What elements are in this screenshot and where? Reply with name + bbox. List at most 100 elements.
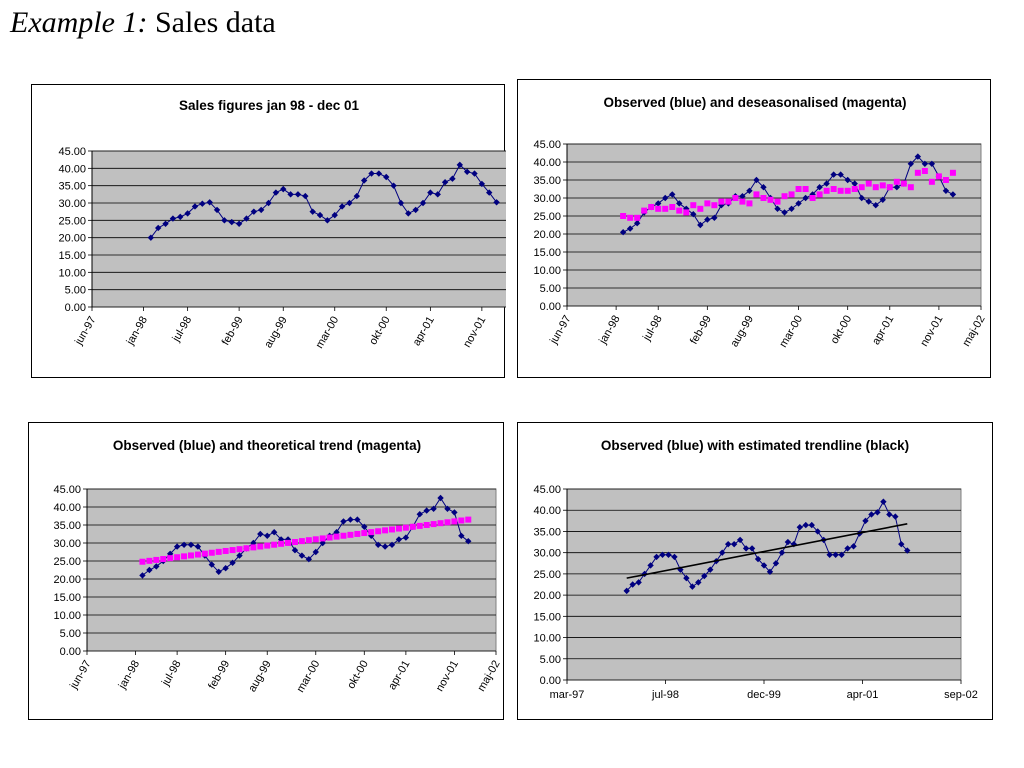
y-tick-label: 30.00 [53,538,81,550]
chart-panel-sales-figures: Sales figures jan 98 - dec 01 0.00 5.00 10.… [31,84,506,378]
data-point-deseasonalised [879,182,886,189]
data-point-observed [265,199,272,207]
x-tick-label: jun-97 [547,314,573,347]
data-point-observed [312,548,319,556]
data-point-trend [395,525,402,532]
data-point-trend [215,548,222,555]
y-tick-label: 10.00 [533,633,561,645]
data-point-observed [942,187,950,194]
data-point-observed [434,191,441,198]
data-point-trend [243,545,250,552]
y-tick-label: 20.00 [53,574,81,586]
x-tick-label: jun-97 [72,315,98,348]
data-point-observed [862,517,869,525]
x-tick-label: jan-98 [116,659,142,692]
chart-svg-observed-theoretical-trend: Observed (blue) and theoretical trend (m… [53,438,502,695]
data-point-trend [402,524,409,531]
data-point-observed [309,208,316,215]
data-point-observed [319,539,326,547]
data-point-observed [754,555,762,563]
data-point-trend [160,556,167,563]
data-point-trend [361,530,368,537]
data-point-deseasonalised [823,187,830,194]
data-point-trend [139,558,146,565]
data-point-observed [228,218,235,226]
data-point-observed [235,220,243,227]
data-point-observed [784,538,792,546]
chart-title: Observed (blue) with estimated trendline… [601,438,909,453]
data-point-deseasonalised [809,195,816,201]
data-point-trend [201,550,208,557]
y-tick-label: 45.00 [58,146,86,158]
y-tick-label: 45.00 [533,139,561,151]
x-tick-label: okt-00 [829,314,855,346]
data-point-observed [257,206,265,214]
data-point-observed [795,200,802,207]
data-point-deseasonalised [802,186,809,192]
data-point-deseasonalised [676,207,683,214]
data-point-observed [736,536,744,544]
data-point-observed [486,189,493,196]
y-tick-label: 25.00 [533,569,561,581]
x-tick-label: okt-00 [345,659,371,691]
data-point-observed [294,191,302,198]
data-point-deseasonalised [865,180,872,187]
x-tick-label: aug-99 [262,315,290,351]
x-tick-label: feb-99 [688,314,714,347]
data-point-trend [375,528,382,535]
data-point-trend [174,554,181,561]
y-tick-label: 30.00 [58,198,86,210]
data-point-deseasonalised [725,198,732,205]
data-point-trend [257,543,264,550]
data-point-observed [155,224,162,232]
data-point-observed [844,176,851,184]
slide-title-text: Sales data [147,6,276,39]
data-point-deseasonalised [767,196,774,203]
y-tick-label: 25.00 [58,215,86,227]
data-point-deseasonalised [620,213,627,219]
x-tick-label: aug-99 [729,314,757,350]
data-point-deseasonalised [844,187,851,194]
chart-panel-observed-trendline: Observed (blue) with estimated trendline… [517,422,993,720]
data-point-deseasonalised [732,195,739,201]
chart-svg-observed-trendline: Observed (blue) with estimated trendline… [533,438,977,701]
data-point-trend [444,519,451,526]
data-point-observed [781,209,788,216]
x-tick-label: jan-98 [124,315,150,348]
data-point-trend [153,556,160,563]
data-point-trend [305,537,312,544]
y-tick-label: 15.00 [533,611,561,623]
x-tick-label: feb-99 [220,315,246,348]
data-point-observed [753,176,760,184]
plot-area [91,150,506,308]
data-point-observed [868,511,875,518]
data-point-trend [264,542,271,549]
data-point-deseasonalised [816,191,823,198]
y-tick-label: 40.00 [58,163,86,175]
data-point-observed [788,205,795,212]
data-point-observed [456,161,463,169]
data-point-observed [463,168,471,175]
y-tick-label: 15.00 [58,250,86,262]
data-point-observed [629,581,636,588]
data-point-deseasonalised [900,180,907,187]
data-point-trend [368,529,375,536]
slide-title: Example 1: Sales data [10,6,276,40]
data-point-trend [458,517,465,524]
data-point-observed [199,200,206,207]
data-point-deseasonalised [697,205,704,212]
x-tick-label: okt-00 [367,315,393,347]
data-point-observed [851,180,858,187]
data-point-observed [690,211,697,218]
data-point-trend [389,526,396,533]
x-tick-label: jul-98 [170,315,194,345]
data-point-observed [287,191,294,198]
data-point-trend [271,541,278,548]
data-point-observed [430,505,437,512]
data-point-deseasonalised [907,184,914,191]
data-point-deseasonalised [634,214,641,221]
data-point-deseasonalised [851,186,858,192]
data-point-observed [619,229,627,236]
data-point-observed [701,572,708,580]
data-point-observed [921,160,929,167]
